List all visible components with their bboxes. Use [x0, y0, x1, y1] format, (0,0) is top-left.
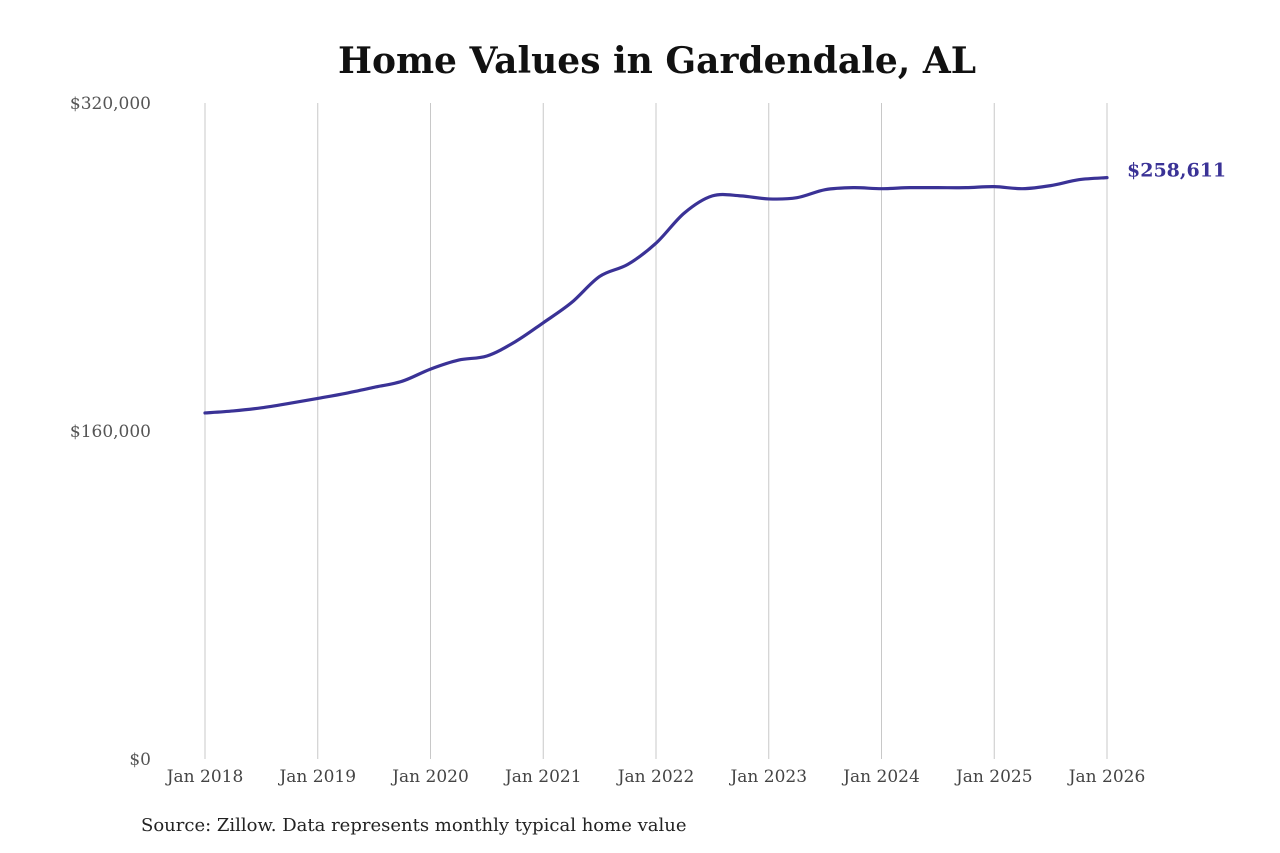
data-point — [597, 274, 602, 279]
x-tick-label: Jan 2024 — [841, 767, 920, 787]
data-point — [569, 300, 574, 305]
y-axis: $0 $160,000 $320,000 — [70, 94, 151, 770]
data-point — [1048, 183, 1053, 188]
data-point — [654, 241, 659, 246]
data-point — [992, 184, 997, 189]
data-point — [907, 185, 912, 190]
data-point — [1020, 186, 1025, 191]
data-point — [710, 193, 715, 198]
source-note: Source: Zillow. Data represents monthly … — [141, 815, 687, 836]
data-point — [372, 385, 377, 390]
data-point — [823, 187, 828, 192]
x-tick-label: Jan 2025 — [954, 767, 1033, 787]
data-point — [513, 339, 518, 344]
data-point — [1105, 175, 1110, 180]
data-point — [315, 396, 320, 401]
data-point — [682, 211, 687, 216]
data-point — [203, 410, 208, 415]
data-point — [879, 186, 884, 191]
chart-title: Home Values in Gardendale, AL — [338, 40, 976, 82]
x-tick-label: Jan 2019 — [277, 767, 356, 787]
data-point — [231, 408, 236, 413]
x-tick-label: Jan 2020 — [390, 767, 469, 787]
x-tick-label: Jan 2026 — [1067, 767, 1146, 787]
data-point — [541, 320, 546, 325]
data-point — [935, 185, 940, 190]
home-value-line — [203, 176, 1109, 415]
y-tick-label: $320,000 — [70, 94, 151, 114]
y-tick-label: $0 — [129, 750, 151, 770]
data-point — [428, 367, 433, 372]
x-tick-label: Jan 2021 — [503, 767, 582, 787]
x-tick-label: Jan 2018 — [165, 767, 244, 787]
data-point — [343, 391, 348, 396]
end-value-label: $258,611 — [1127, 160, 1226, 182]
data-point — [484, 353, 489, 358]
data-point — [738, 193, 743, 198]
data-point — [794, 195, 799, 200]
data-point — [456, 358, 461, 363]
data-point — [625, 262, 630, 267]
data-point — [1076, 177, 1081, 182]
data-point — [259, 405, 264, 410]
data-point — [287, 401, 292, 406]
x-axis: Jan 2018 Jan 2019 Jan 2020 Jan 2021 Jan 2022… — [165, 767, 1146, 787]
data-point — [400, 379, 405, 384]
y-tick-label: $160,000 — [70, 422, 151, 442]
series-layer: $258,611 — [203, 160, 1226, 415]
data-point — [964, 185, 969, 190]
data-point — [851, 185, 856, 190]
gridlines — [204, 103, 1108, 759]
x-tick-label: Jan 2022 — [616, 767, 695, 787]
x-tick-label: Jan 2023 — [728, 767, 807, 787]
data-point — [766, 196, 771, 201]
